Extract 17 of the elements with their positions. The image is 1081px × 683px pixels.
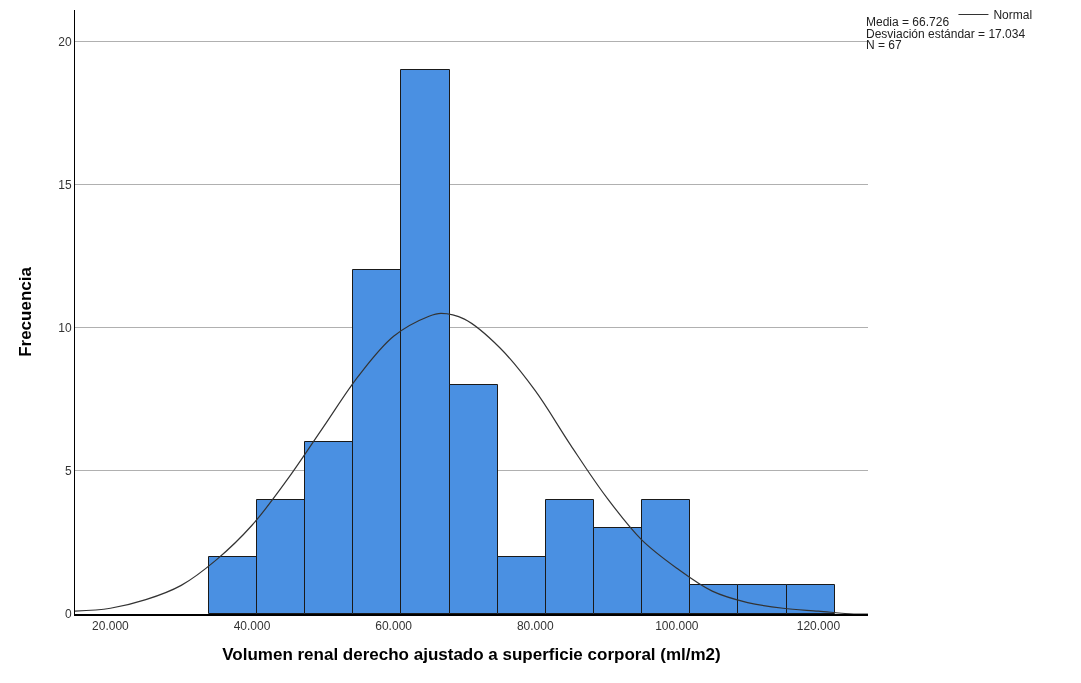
legend-label: Normal	[993, 8, 1033, 23]
annotation: N = 67	[866, 38, 903, 52]
x-tick-label: 60.000	[375, 619, 413, 634]
y-axis-title: Frecuencia	[15, 266, 35, 357]
x-tick-label: 40.000	[233, 619, 271, 634]
annotation: Media = 66.726	[866, 15, 950, 29]
x-tick-label: 120.000	[796, 619, 841, 634]
y-tick-label: 10	[58, 320, 72, 335]
x-tick-label: 20.000	[92, 619, 130, 634]
x-tick-label: 100.000	[655, 619, 699, 634]
x-tick-label: 80.000	[516, 619, 554, 634]
annotation: Desviación estándar = 17.034	[866, 27, 1026, 41]
y-tick-label: 5	[64, 464, 72, 479]
x-axis-title: Volumen renal derecho ajustado a superficie corporal (ml/m2)	[222, 645, 721, 665]
y-tick-label: 20	[58, 34, 72, 49]
y-tick-label: 15	[58, 177, 72, 192]
y-tick-label: 0	[64, 607, 72, 622]
